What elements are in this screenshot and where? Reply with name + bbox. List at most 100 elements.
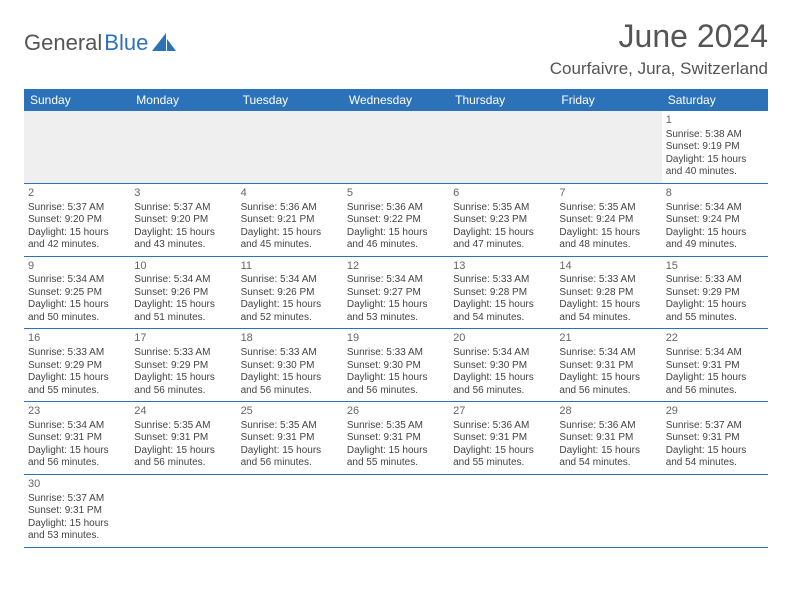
daylight-line-2: and 51 minutes. — [134, 312, 232, 325]
daylight-line-2: and 47 minutes. — [453, 239, 551, 252]
day-number: 29 — [666, 405, 764, 419]
day-number: 5 — [347, 187, 445, 201]
daylight-line-2: and 56 minutes. — [241, 457, 339, 470]
calendar-cell: 17Sunrise: 5:33 AMSunset: 9:29 PMDayligh… — [130, 329, 236, 402]
sunset-line: Sunset: 9:26 PM — [134, 287, 232, 300]
sunrise-line: Sunrise: 5:34 AM — [453, 347, 551, 360]
calendar-cell: 23Sunrise: 5:34 AMSunset: 9:31 PMDayligh… — [24, 402, 130, 475]
sunrise-line: Sunrise: 5:33 AM — [134, 347, 232, 360]
daylight-line-1: Daylight: 15 hours — [347, 299, 445, 312]
calendar-cell — [555, 474, 661, 547]
calendar-cell — [237, 111, 343, 183]
title-block: June 2024 Courfaivre, Jura, Switzerland — [550, 18, 768, 79]
calendar-cell: 21Sunrise: 5:34 AMSunset: 9:31 PMDayligh… — [555, 329, 661, 402]
sunrise-line: Sunrise: 5:37 AM — [28, 493, 126, 506]
day-number: 22 — [666, 332, 764, 346]
daylight-line-2: and 53 minutes. — [28, 530, 126, 543]
weekday-header: Saturday — [662, 89, 768, 111]
calendar-cell — [237, 474, 343, 547]
calendar-cell: 5Sunrise: 5:36 AMSunset: 9:22 PMDaylight… — [343, 183, 449, 256]
day-number: 15 — [666, 260, 764, 274]
sunset-line: Sunset: 9:26 PM — [241, 287, 339, 300]
sunset-line: Sunset: 9:19 PM — [666, 141, 764, 154]
day-number: 25 — [241, 405, 339, 419]
sunset-line: Sunset: 9:29 PM — [28, 360, 126, 373]
day-number: 11 — [241, 260, 339, 274]
sunset-line: Sunset: 9:24 PM — [559, 214, 657, 227]
sunrise-line: Sunrise: 5:34 AM — [347, 274, 445, 287]
daylight-line-2: and 54 minutes. — [453, 312, 551, 325]
day-number: 30 — [28, 478, 126, 492]
calendar-row: 9Sunrise: 5:34 AMSunset: 9:25 PMDaylight… — [24, 256, 768, 329]
daylight-line-2: and 54 minutes. — [559, 457, 657, 470]
sunrise-line: Sunrise: 5:36 AM — [347, 202, 445, 215]
sunset-line: Sunset: 9:20 PM — [134, 214, 232, 227]
day-number: 13 — [453, 260, 551, 274]
sunset-line: Sunset: 9:20 PM — [28, 214, 126, 227]
daylight-line-2: and 53 minutes. — [347, 312, 445, 325]
sunrise-line: Sunrise: 5:34 AM — [559, 347, 657, 360]
daylight-line-1: Daylight: 15 hours — [453, 372, 551, 385]
daylight-line-2: and 55 minutes. — [666, 312, 764, 325]
daylight-line-2: and 56 minutes. — [241, 385, 339, 398]
day-number: 9 — [28, 260, 126, 274]
sunrise-line: Sunrise: 5:33 AM — [666, 274, 764, 287]
daylight-line-1: Daylight: 15 hours — [241, 227, 339, 240]
sunset-line: Sunset: 9:31 PM — [453, 432, 551, 445]
daylight-line-1: Daylight: 15 hours — [28, 299, 126, 312]
day-number: 12 — [347, 260, 445, 274]
calendar-cell: 18Sunrise: 5:33 AMSunset: 9:30 PMDayligh… — [237, 329, 343, 402]
sunrise-line: Sunrise: 5:36 AM — [241, 202, 339, 215]
daylight-line-1: Daylight: 15 hours — [241, 299, 339, 312]
day-number: 4 — [241, 187, 339, 201]
day-number: 3 — [134, 187, 232, 201]
header: GeneralBlue June 2024 Courfaivre, Jura, … — [24, 18, 768, 79]
weekday-header: Monday — [130, 89, 236, 111]
calendar-cell: 24Sunrise: 5:35 AMSunset: 9:31 PMDayligh… — [130, 402, 236, 475]
day-number: 26 — [347, 405, 445, 419]
sunset-line: Sunset: 9:29 PM — [134, 360, 232, 373]
sunset-line: Sunset: 9:31 PM — [559, 360, 657, 373]
sunset-line: Sunset: 9:31 PM — [666, 360, 764, 373]
calendar-row: 2Sunrise: 5:37 AMSunset: 9:20 PMDaylight… — [24, 183, 768, 256]
sunrise-line: Sunrise: 5:34 AM — [241, 274, 339, 287]
sunset-line: Sunset: 9:31 PM — [28, 505, 126, 518]
calendar-cell: 13Sunrise: 5:33 AMSunset: 9:28 PMDayligh… — [449, 256, 555, 329]
daylight-line-2: and 42 minutes. — [28, 239, 126, 252]
sunrise-line: Sunrise: 5:35 AM — [241, 420, 339, 433]
sunset-line: Sunset: 9:31 PM — [28, 432, 126, 445]
daylight-line-1: Daylight: 15 hours — [28, 518, 126, 531]
calendar-row: 1Sunrise: 5:38 AMSunset: 9:19 PMDaylight… — [24, 111, 768, 183]
sunrise-line: Sunrise: 5:35 AM — [134, 420, 232, 433]
sunrise-line: Sunrise: 5:33 AM — [241, 347, 339, 360]
calendar-cell — [662, 474, 768, 547]
sunset-line: Sunset: 9:31 PM — [134, 432, 232, 445]
calendar-cell: 11Sunrise: 5:34 AMSunset: 9:26 PMDayligh… — [237, 256, 343, 329]
daylight-line-2: and 52 minutes. — [241, 312, 339, 325]
daylight-line-2: and 54 minutes. — [559, 312, 657, 325]
calendar-cell: 16Sunrise: 5:33 AMSunset: 9:29 PMDayligh… — [24, 329, 130, 402]
calendar-cell: 3Sunrise: 5:37 AMSunset: 9:20 PMDaylight… — [130, 183, 236, 256]
sunset-line: Sunset: 9:23 PM — [453, 214, 551, 227]
daylight-line-2: and 56 minutes. — [28, 457, 126, 470]
sunset-line: Sunset: 9:21 PM — [241, 214, 339, 227]
sunset-line: Sunset: 9:27 PM — [347, 287, 445, 300]
daylight-line-2: and 40 minutes. — [666, 166, 764, 179]
daylight-line-2: and 45 minutes. — [241, 239, 339, 252]
calendar-cell: 19Sunrise: 5:33 AMSunset: 9:30 PMDayligh… — [343, 329, 449, 402]
day-number: 17 — [134, 332, 232, 346]
calendar-cell: 9Sunrise: 5:34 AMSunset: 9:25 PMDaylight… — [24, 256, 130, 329]
daylight-line-1: Daylight: 15 hours — [666, 227, 764, 240]
sunrise-line: Sunrise: 5:37 AM — [666, 420, 764, 433]
daylight-line-1: Daylight: 15 hours — [347, 227, 445, 240]
daylight-line-1: Daylight: 15 hours — [559, 445, 657, 458]
sunset-line: Sunset: 9:31 PM — [241, 432, 339, 445]
day-number: 18 — [241, 332, 339, 346]
daylight-line-2: and 46 minutes. — [347, 239, 445, 252]
calendar-cell — [555, 111, 661, 183]
location: Courfaivre, Jura, Switzerland — [550, 59, 768, 79]
logo-text-2: Blue — [104, 30, 148, 56]
daylight-line-1: Daylight: 15 hours — [28, 372, 126, 385]
sunrise-line: Sunrise: 5:36 AM — [559, 420, 657, 433]
day-number: 7 — [559, 187, 657, 201]
